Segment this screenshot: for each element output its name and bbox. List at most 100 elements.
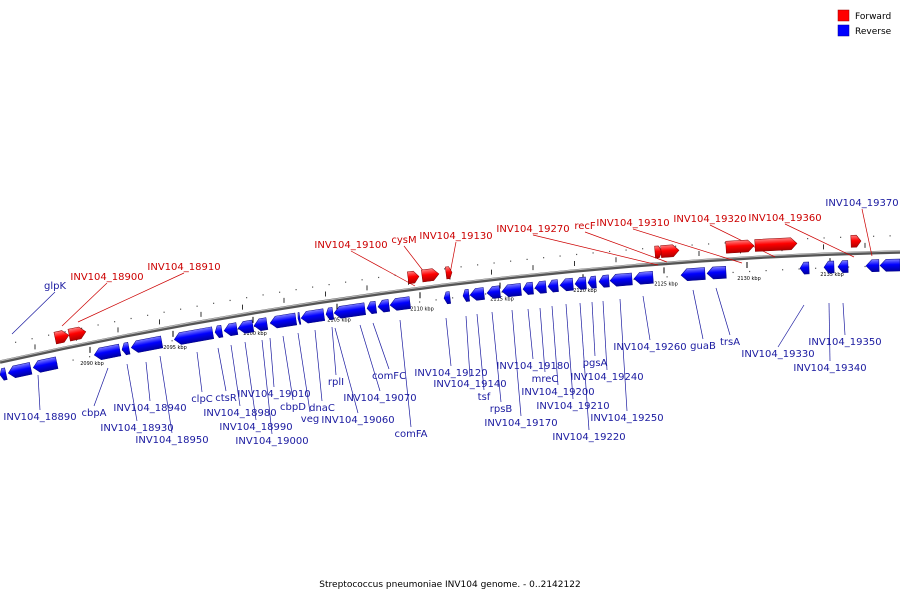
reverse-gene-label[interactable]: INV104_18890 bbox=[3, 412, 76, 423]
forward-gene[interactable] bbox=[754, 237, 798, 252]
reverse-gene-label[interactable]: rpsB bbox=[490, 404, 513, 415]
reverse-gene-label[interactable]: trsA bbox=[720, 337, 740, 348]
forward-gene[interactable] bbox=[445, 266, 453, 280]
forward-gene-label[interactable]: recF bbox=[574, 221, 596, 232]
forward-gene-label[interactable]: glpK bbox=[44, 281, 66, 292]
reverse-gene-label[interactable]: ctsR bbox=[215, 393, 237, 404]
forward-gene-label[interactable]: INV104_18900 bbox=[70, 272, 143, 283]
forward-gene[interactable] bbox=[67, 326, 87, 342]
reverse-gene[interactable] bbox=[443, 291, 451, 305]
reverse-gene-label[interactable]: veg bbox=[301, 414, 319, 425]
reverse-gene-label[interactable]: clpC bbox=[191, 394, 213, 405]
forward-gene[interactable] bbox=[850, 234, 862, 248]
reverse-gene-label[interactable]: comFC bbox=[372, 371, 406, 382]
forward-gene-label[interactable]: INV104_19270 bbox=[496, 224, 569, 235]
reverse-gene-label[interactable]: cbpA bbox=[81, 408, 106, 419]
reverse-gene[interactable] bbox=[522, 281, 534, 295]
reverse-gene[interactable] bbox=[469, 287, 485, 302]
reverse-gene[interactable] bbox=[237, 319, 255, 334]
reverse-gene-label[interactable]: dnaC bbox=[309, 403, 335, 414]
reverse-gene[interactable] bbox=[837, 260, 849, 273]
reverse-gene-label[interactable]: tsf bbox=[478, 392, 491, 403]
forward-gene-label[interactable]: INV104_19360 bbox=[748, 213, 821, 224]
forward-gene-label[interactable]: INV104_19100 bbox=[314, 240, 387, 251]
reverse-gene-label[interactable]: cbpD bbox=[280, 402, 306, 413]
forward-gene-label[interactable]: INV104_19310 bbox=[596, 218, 669, 229]
reverse-gene-label[interactable]: INV104_19250 bbox=[590, 413, 663, 424]
reverse-gene[interactable] bbox=[333, 302, 366, 319]
reverse-gene-label[interactable]: INV104_19070 bbox=[343, 393, 416, 404]
reverse-gene[interactable] bbox=[32, 356, 59, 374]
reverse-gene[interactable] bbox=[799, 261, 810, 275]
reverse-gene-label[interactable]: mreC bbox=[532, 374, 559, 385]
reverse-gene[interactable] bbox=[325, 307, 335, 321]
reverse-gene-label[interactable]: INV104_19000 bbox=[235, 436, 308, 447]
reverse-gene[interactable] bbox=[462, 288, 470, 302]
reverse-gene-label[interactable]: INV104_19350 bbox=[808, 337, 881, 348]
reverse-gene[interactable] bbox=[223, 322, 239, 337]
forward-gene[interactable] bbox=[406, 270, 420, 285]
reverse-gene-label[interactable]: INV104_19240 bbox=[570, 372, 643, 383]
reverse-gene[interactable] bbox=[297, 312, 302, 325]
reverse-gene-label[interactable]: INV104_19170 bbox=[484, 418, 557, 429]
reverse-gene[interactable] bbox=[173, 326, 215, 346]
reverse-gene-label[interactable]: INV104_19260 bbox=[613, 342, 686, 353]
reverse-gene-label[interactable]: INV104_18940 bbox=[113, 403, 186, 414]
reverse-gene[interactable] bbox=[253, 317, 269, 332]
reverse-gene[interactable] bbox=[121, 342, 131, 356]
forward-gene[interactable] bbox=[53, 329, 70, 345]
reverse-gene-label[interactable]: INV104_19140 bbox=[433, 379, 506, 390]
reverse-gene[interactable] bbox=[559, 277, 574, 292]
reverse-gene[interactable] bbox=[865, 259, 880, 272]
reverse-gene-label[interactable]: INV104_19330 bbox=[741, 349, 814, 360]
reverse-gene-label[interactable]: guaB bbox=[690, 341, 716, 352]
reverse-gene-label[interactable]: INV104_19180 bbox=[496, 361, 569, 372]
forward-gene[interactable] bbox=[421, 268, 440, 283]
reverse-gene-label[interactable]: INV104_19010 bbox=[237, 389, 310, 400]
reverse-gene[interactable] bbox=[214, 324, 224, 338]
reverse-gene-label[interactable]: INV104_18990 bbox=[219, 422, 292, 433]
forward-gene[interactable] bbox=[654, 245, 663, 259]
forward-gene[interactable] bbox=[660, 244, 680, 258]
reverse-gene[interactable] bbox=[0, 367, 8, 381]
reverse-gene-label[interactable]: INV104_19220 bbox=[552, 432, 625, 443]
reverse-gene[interactable] bbox=[680, 267, 706, 282]
reverse-gene[interactable] bbox=[609, 272, 633, 287]
reverse-gene[interactable] bbox=[823, 260, 835, 274]
reverse-gene[interactable] bbox=[706, 265, 727, 280]
reverse-gene[interactable] bbox=[300, 308, 326, 324]
reverse-gene[interactable] bbox=[534, 280, 547, 294]
forward-gene-label[interactable]: INV104_19130 bbox=[419, 231, 492, 242]
reverse-gene[interactable] bbox=[377, 299, 391, 313]
reverse-gene-label[interactable]: pgsA bbox=[583, 358, 608, 369]
reverse-gene[interactable] bbox=[598, 274, 610, 288]
reverse-gene-label[interactable]: INV104_18930 bbox=[100, 423, 173, 434]
reverse-gene[interactable] bbox=[574, 276, 587, 290]
forward-gene-label[interactable]: INV104_19320 bbox=[673, 214, 746, 225]
forward-gene-label[interactable]: INV104_18910 bbox=[147, 262, 220, 273]
reverse-gene[interactable] bbox=[366, 300, 378, 315]
reverse-gene[interactable] bbox=[547, 279, 559, 293]
reverse-gene[interactable] bbox=[501, 283, 522, 298]
reverse-gene[interactable] bbox=[486, 285, 501, 299]
reverse-gene[interactable] bbox=[633, 271, 654, 285]
reverse-gene-label[interactable]: INV104_19340 bbox=[793, 363, 866, 374]
reverse-gene[interactable] bbox=[269, 312, 298, 329]
reverse-gene-label[interactable]: INV104_18950 bbox=[135, 435, 208, 446]
reverse-gene-label[interactable]: INV104_19210 bbox=[536, 401, 609, 412]
reverse-gene-label[interactable]: INV104_18980 bbox=[203, 408, 276, 419]
reverse-gene-label[interactable]: comFA bbox=[394, 429, 427, 440]
reverse-gene[interactable] bbox=[879, 258, 900, 272]
reverse-gene[interactable] bbox=[7, 362, 33, 379]
reverse-gene-label[interactable]: rplI bbox=[328, 377, 344, 388]
reverse-gene[interactable] bbox=[93, 343, 122, 361]
forward-gene[interactable] bbox=[725, 239, 755, 254]
reverse-gene-label[interactable]: INV104_19060 bbox=[321, 415, 394, 426]
reverse-gene-label[interactable]: INV104_19200 bbox=[521, 387, 594, 398]
reverse-gene[interactable] bbox=[587, 275, 597, 289]
reverse-gene[interactable] bbox=[389, 296, 411, 312]
forward-gene-label[interactable]: INV104_19370 bbox=[825, 198, 898, 209]
reverse-gene[interactable] bbox=[130, 335, 164, 354]
reverse-gene-label[interactable]: INV104_19120 bbox=[414, 368, 487, 379]
forward-gene-label[interactable]: cysM bbox=[391, 235, 416, 246]
